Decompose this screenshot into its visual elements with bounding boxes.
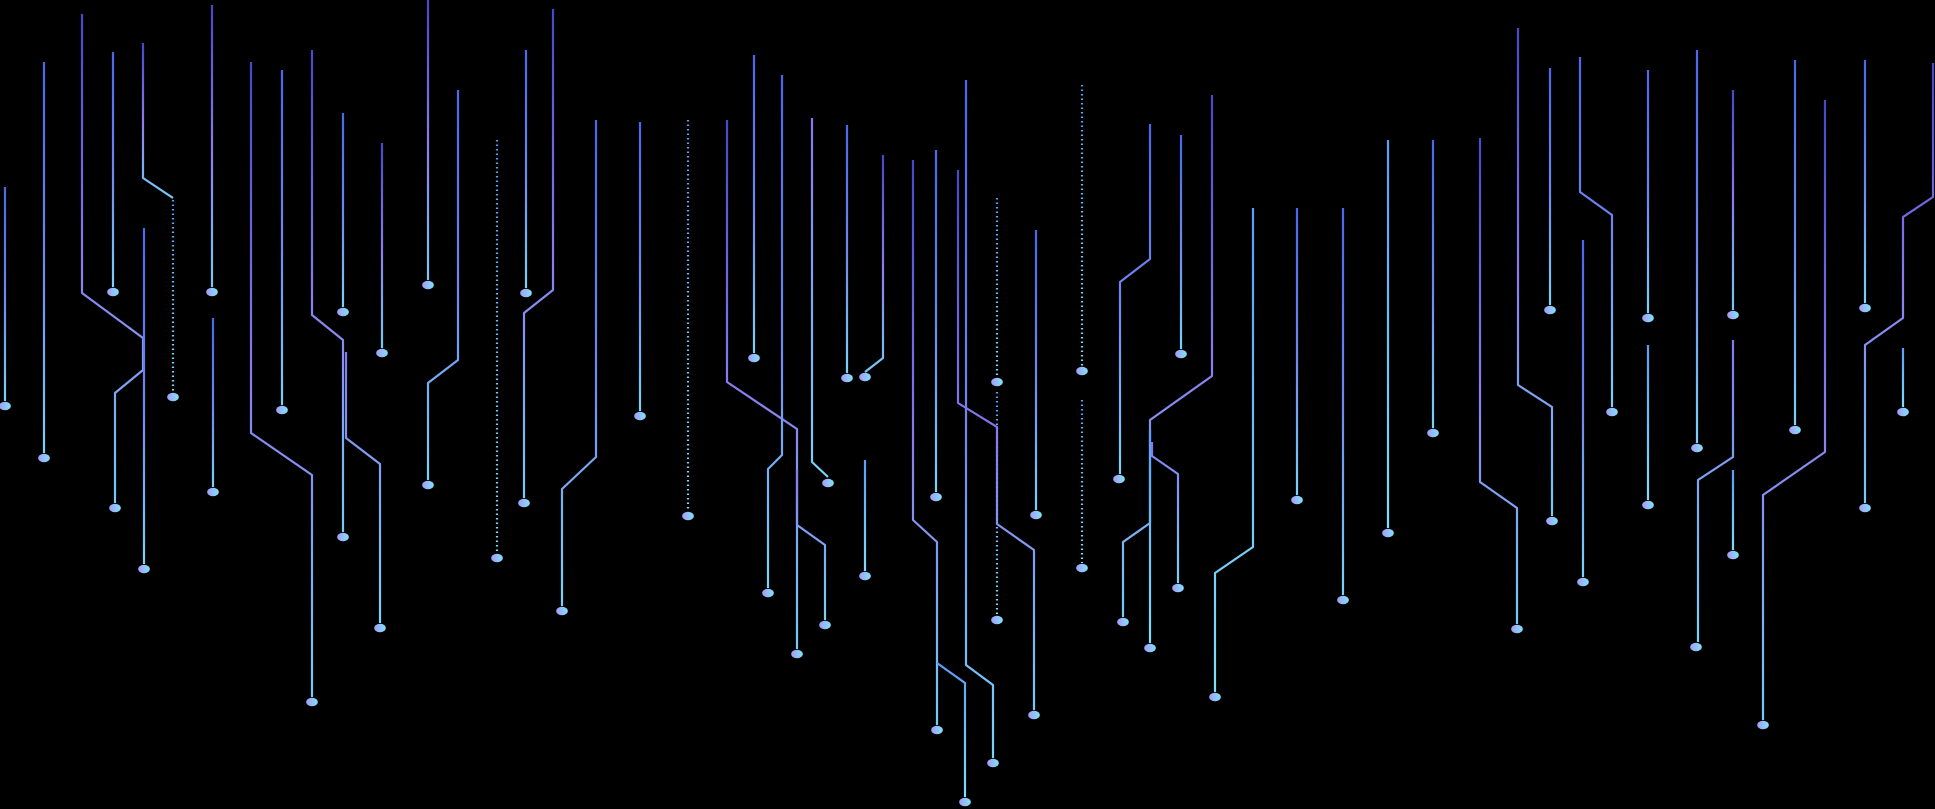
trace-endpoint-dot <box>822 478 834 488</box>
trace-endpoint-dot <box>1337 595 1349 605</box>
trace-endpoint-dot <box>1144 643 1156 653</box>
trace-endpoint-dot <box>1427 428 1439 438</box>
trace-endpoint-dot <box>1172 583 1184 593</box>
trace-endpoint-dot <box>1897 407 1909 417</box>
trace-endpoint-dot <box>518 498 530 508</box>
trace-endpoint-dot <box>1859 303 1871 313</box>
trace-endpoint-dot <box>138 564 150 574</box>
trace-endpoint-dot <box>1076 563 1088 573</box>
circuit-trace <box>1863 63 1935 503</box>
trace-endpoint-dot <box>859 372 871 382</box>
trace-endpoint-dot <box>859 571 871 581</box>
trace-endpoint-dot <box>1727 310 1739 320</box>
trace-endpoint-dot <box>762 588 774 598</box>
trace-endpoint-dot <box>841 373 853 383</box>
trace-endpoint-dot <box>819 620 831 630</box>
trace-endpoint-dot <box>1606 407 1618 417</box>
circuit-trace <box>1213 208 1255 692</box>
trace-endpoint-dot <box>556 606 568 616</box>
circuit-trace <box>956 170 1036 710</box>
trace-layer <box>3 0 1935 797</box>
circuit-trace <box>864 155 885 373</box>
trace-endpoint-dot <box>38 453 50 463</box>
trace-endpoint-dot <box>1577 577 1589 587</box>
trace-endpoint-dot <box>376 348 388 358</box>
trace-endpoint-dot <box>931 725 943 735</box>
trace-endpoint-dot <box>422 280 434 290</box>
trace-endpoint-dot <box>107 287 119 297</box>
trace-endpoint-dot <box>987 758 999 768</box>
trace-endpoint-dot <box>1642 313 1654 323</box>
circuit-trace <box>936 662 967 797</box>
circuit-trace <box>1696 340 1735 642</box>
dot-layer <box>0 280 1909 807</box>
circuit-trace <box>1118 124 1152 474</box>
circuit-trace <box>249 62 314 697</box>
trace-endpoint-dot <box>1757 720 1769 730</box>
trace-endpoint-dot <box>1789 425 1801 435</box>
trace-endpoint-dot <box>791 649 803 659</box>
circuit-trace <box>911 160 939 725</box>
circuit-trace <box>1761 100 1827 720</box>
trace-endpoint-dot <box>991 377 1003 387</box>
circuit-trace <box>725 120 799 649</box>
trace-endpoint-dot <box>0 401 11 411</box>
circuit-trace <box>560 120 598 606</box>
trace-endpoint-dot <box>520 288 532 298</box>
trace-endpoint-dot <box>337 532 349 542</box>
trace-endpoint-dot <box>682 511 694 521</box>
trace-endpoint-dot <box>1859 503 1871 513</box>
trace-endpoint-dot <box>1030 510 1042 520</box>
trace-endpoint-dot <box>1291 495 1303 505</box>
trace-endpoint-dot <box>422 480 434 490</box>
circuit-trace <box>1150 442 1180 583</box>
trace-endpoint-dot <box>1546 516 1558 526</box>
trace-endpoint-dot <box>491 553 503 563</box>
circuit-trace <box>522 9 555 498</box>
trace-endpoint-dot <box>207 487 219 497</box>
trace-endpoint-dot <box>930 492 942 502</box>
trace-endpoint-dot <box>1691 443 1703 453</box>
trace-endpoint-dot <box>1690 642 1702 652</box>
circuit-trace <box>1516 28 1554 516</box>
trace-endpoint-dot <box>1511 624 1523 634</box>
trace-endpoint-dot <box>1076 366 1088 376</box>
circuit-trace <box>964 80 995 758</box>
circuit-trace <box>1578 57 1614 407</box>
trace-endpoint-dot <box>306 697 318 707</box>
trace-endpoint-dot <box>1117 617 1129 627</box>
trace-endpoint-dot <box>167 392 179 402</box>
trace-endpoint-dot <box>337 307 349 317</box>
trace-endpoint-dot <box>1382 528 1394 538</box>
trace-endpoint-dot <box>1175 349 1187 359</box>
trace-endpoint-dot <box>276 405 288 415</box>
circuit-trace <box>766 75 784 588</box>
trace-endpoint-dot <box>991 615 1003 625</box>
trace-endpoint-dot <box>109 503 121 513</box>
trace-endpoint-dot <box>206 287 218 297</box>
trace-endpoint-dot <box>1727 550 1739 560</box>
trace-endpoint-dot <box>959 797 971 807</box>
trace-endpoint-dot <box>748 353 760 363</box>
circuit-trace <box>810 118 829 478</box>
trace-endpoint-dot <box>1113 474 1125 484</box>
circuit-trace <box>1478 138 1519 624</box>
trace-endpoint-dot <box>1209 692 1221 702</box>
trace-endpoint-dot <box>374 623 386 633</box>
trace-endpoint-dot <box>1028 710 1040 720</box>
trace-endpoint-dot <box>1544 305 1556 315</box>
trace-endpoint-dot <box>1642 500 1654 510</box>
circuit-trace <box>141 43 174 199</box>
trace-endpoint-dot <box>634 411 646 421</box>
circuit-trace <box>344 352 382 623</box>
circuit-trace <box>310 50 345 532</box>
circuit-trace <box>426 90 460 480</box>
circuit-trace <box>795 470 827 620</box>
circuit-trace <box>1121 95 1214 617</box>
